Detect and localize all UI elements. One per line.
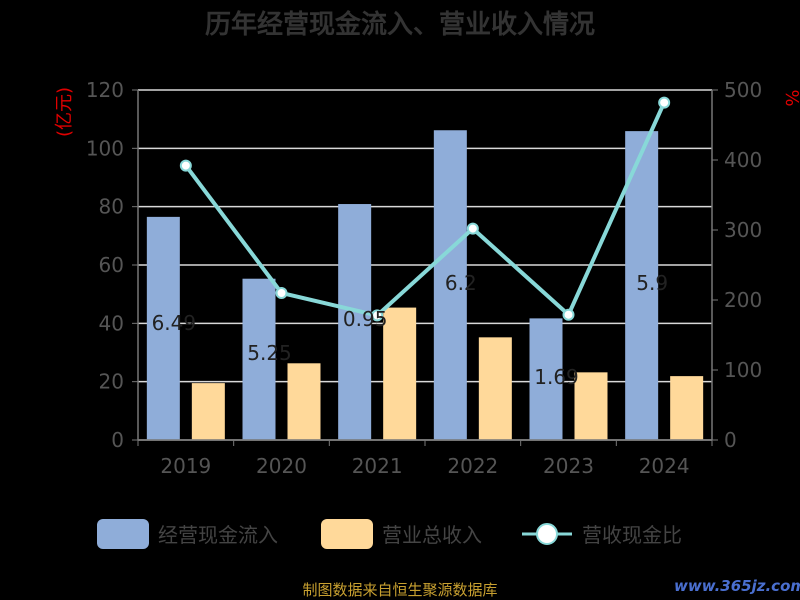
grid [138,89,712,441]
bar-revenue [383,307,417,440]
bar-cash-inflow [146,216,180,440]
ratio-point [275,287,288,299]
bar-revenue [478,337,512,440]
y-left-tick-label: 60 [99,253,124,277]
bar-cash-inflow [338,204,372,440]
y-right-tick-label: 200 [724,288,762,312]
source-note: 制图数据来自恒生聚源数据库 [302,581,497,599]
ratio-point [466,222,479,235]
y-left-unit: (亿元) [54,87,75,137]
watermark: www.365jz.com [674,577,800,595]
chart-title: 历年经营现金流入、营业收入情况 [205,9,595,40]
x-tick-label: 2019 [160,454,211,478]
data-labels: 6.49 5.25 0.95 6.2 1.69 5.9 [152,271,669,389]
y-right-tick-label: 100 [724,358,762,382]
ratio-data-label: 0.95 [343,307,388,331]
legend-label-revenue: 营业总收入 [382,523,482,547]
legend-swatch-cash-inflow [97,519,149,549]
bar-cash-inflow [625,131,659,440]
x-tick-label: 2024 [639,454,690,478]
ratio-data-label: 6.2 [445,271,477,295]
y-right-tick-label: 500 [724,78,762,102]
ratio-point [562,308,575,321]
ratio-data-label: 6.49 [152,311,197,335]
bar-revenue [574,372,608,440]
ratio-point [179,159,192,172]
y-left-tick-label: 40 [99,311,124,335]
axes: 0 20 40 60 80 100 120 0 100 200 300 400 500 2019 2020 2… [86,78,762,478]
bar-cash-inflow [433,130,467,440]
legend-marker-ratio [536,523,558,545]
y-left-tick-label: 100 [86,136,124,160]
bar-cash-inflow [242,278,276,440]
bar-revenue [287,363,321,440]
y-left-tick-label: 80 [99,195,124,219]
x-tick-label: 2021 [352,454,403,478]
bar-revenue [670,376,704,440]
y-left-tick-label: 0 [111,428,124,452]
bars [146,130,704,440]
ratio-line [179,96,671,322]
legend-label-ratio: 营收现金比 [582,523,682,547]
y-right-unit: % [781,89,800,106]
bar-cash-inflow [529,318,563,440]
legend: 经营现金流入 营业总收入 营收现金比 [97,519,682,549]
x-tick-label: 2023 [543,454,594,478]
x-tick-label: 2020 [256,454,307,478]
y-right-tick-label: 0 [724,428,737,452]
ratio-point [658,96,671,109]
y-left-tick-label: 120 [86,78,124,102]
legend-swatch-revenue [321,519,373,549]
ratio-point [371,309,384,322]
ratio-data-label: 5.25 [247,341,292,365]
ratio-line-path [184,101,666,319]
x-tick-label: 2022 [447,454,498,478]
ratio-data-label: 5.9 [636,271,668,295]
ratio-data-label: 1.69 [534,365,579,389]
legend-label-cash-inflow: 经营现金流入 [158,523,278,547]
bar-revenue [191,383,225,440]
y-right-tick-label: 400 [724,148,762,172]
y-right-tick-label: 300 [724,218,762,242]
y-left-tick-label: 20 [99,370,124,394]
